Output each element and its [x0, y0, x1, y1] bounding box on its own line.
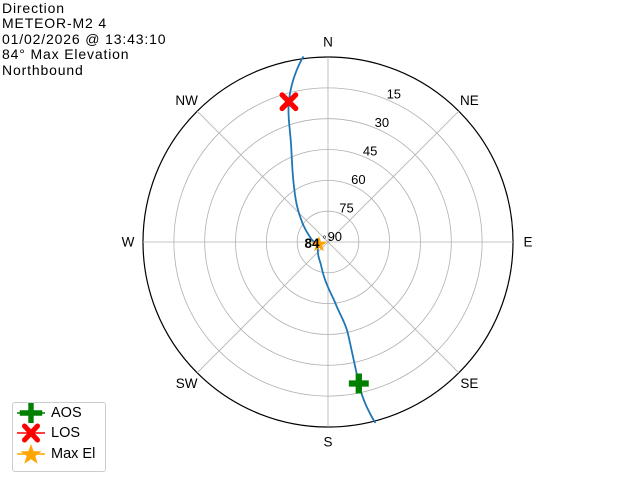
- svg-text:W: W: [122, 235, 135, 250]
- svg-text:NW: NW: [175, 93, 198, 108]
- svg-text:SE: SE: [460, 376, 478, 391]
- svg-text:30: 30: [375, 115, 389, 130]
- svg-text:S: S: [323, 435, 332, 450]
- svg-text:84: 84: [304, 236, 320, 251]
- svg-text:N: N: [323, 35, 333, 50]
- svg-text:SW: SW: [176, 376, 198, 391]
- svg-text:E: E: [523, 235, 532, 250]
- svg-text:75: 75: [339, 201, 353, 216]
- svg-text:°: °: [323, 235, 327, 246]
- svg-text:90: 90: [328, 229, 342, 244]
- svg-text:45: 45: [363, 144, 377, 159]
- svg-text:15: 15: [387, 87, 401, 102]
- svg-text:60: 60: [351, 172, 365, 187]
- svg-text:NE: NE: [460, 93, 479, 108]
